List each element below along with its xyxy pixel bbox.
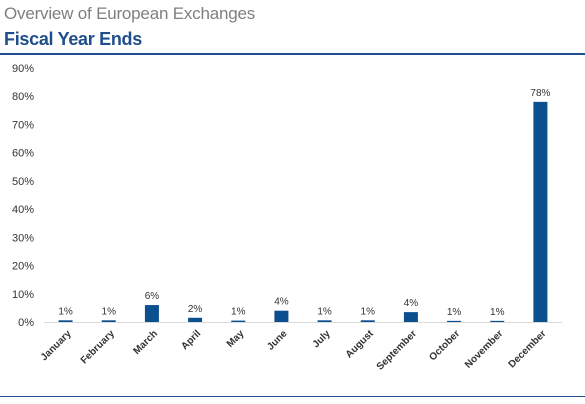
- data-label-march: 6%: [145, 291, 160, 302]
- x-tick-label-september: September: [375, 328, 419, 372]
- data-label-june: 4%: [274, 297, 289, 308]
- bar-july: [317, 320, 332, 322]
- x-tick-label-april: April: [179, 328, 203, 352]
- x-tick-label-january: January: [39, 328, 74, 363]
- bar-january: [58, 320, 73, 322]
- y-tick-label: 40%: [12, 204, 34, 216]
- x-tick-label-december: December: [507, 328, 549, 370]
- data-label-august: 1%: [361, 306, 376, 317]
- bar-february: [101, 320, 116, 322]
- bar-march: [144, 305, 159, 322]
- data-label-january: 1%: [58, 306, 73, 317]
- bottom-rule: [0, 396, 585, 397]
- data-label-july: 1%: [317, 306, 332, 317]
- x-tick-label-june: June: [265, 328, 290, 353]
- bar-april: [188, 317, 203, 322]
- y-tick-label: 0%: [18, 317, 34, 329]
- y-tick-label: 70%: [12, 119, 34, 131]
- y-tick-label: 80%: [12, 91, 34, 103]
- data-label-september: 4%: [404, 298, 419, 309]
- x-tick-label-october: October: [427, 328, 462, 363]
- data-label-october: 1%: [447, 307, 462, 318]
- x-tick-label-august: August: [344, 328, 377, 361]
- bar-august: [360, 320, 375, 322]
- bar-october: [447, 320, 462, 322]
- y-tick-label: 50%: [12, 176, 34, 188]
- bar-september: [403, 312, 418, 322]
- x-tick-label-july: July: [311, 328, 333, 350]
- x-tick-label-march: March: [131, 328, 160, 357]
- data-label-december: 78%: [530, 88, 550, 99]
- x-tick-label-may: May: [225, 328, 247, 350]
- bar-june: [274, 310, 289, 322]
- y-tick-label: 10%: [12, 289, 34, 301]
- x-tick-label-february: February: [79, 328, 117, 366]
- y-tick-label: 20%: [12, 261, 34, 273]
- bar-december: [533, 101, 548, 322]
- chart-title: Fiscal Year Ends: [4, 29, 142, 49]
- y-tick-label: 90%: [12, 63, 34, 75]
- x-tick-label-november: November: [463, 328, 505, 370]
- title-rule: [0, 53, 585, 55]
- data-label-may: 1%: [231, 307, 246, 318]
- y-tick-label: 30%: [12, 232, 34, 244]
- data-label-february: 1%: [102, 306, 117, 317]
- data-label-november: 1%: [490, 307, 505, 318]
- bar-may: [231, 320, 246, 322]
- y-tick-label: 60%: [12, 148, 34, 160]
- chart-overline: Overview of European Exchanges: [4, 4, 256, 23]
- bar-november: [490, 320, 505, 322]
- data-label-april: 2%: [188, 304, 203, 315]
